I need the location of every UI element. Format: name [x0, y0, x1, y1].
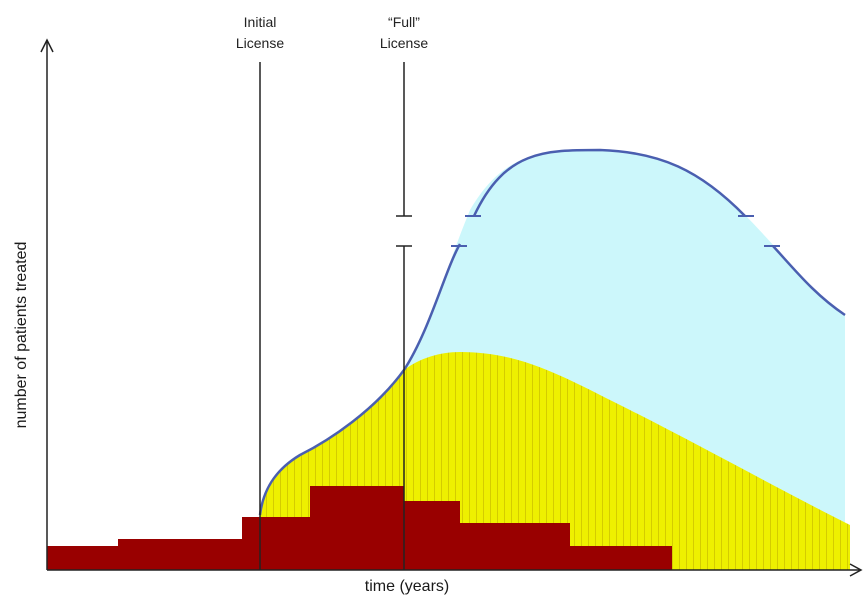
y-axis-arrowhead — [40, 38, 54, 53]
y-axis-label: number of patients treated — [13, 242, 30, 429]
full-license-label-line2: License — [380, 35, 428, 51]
x-axis-label: time (years) — [365, 578, 449, 595]
initial-license-label-line2: License — [236, 35, 284, 51]
dark-red-histogram — [47, 486, 672, 570]
total-patients-curve — [258, 243, 462, 516]
x-axis-arrowhead — [849, 563, 863, 577]
full-license-label-line1: “Full” — [388, 14, 420, 30]
total-patients-curve-tail — [772, 245, 846, 317]
initial-license-label-line1: Initial — [244, 14, 277, 30]
total-patients-curve-upper — [472, 148, 746, 217]
